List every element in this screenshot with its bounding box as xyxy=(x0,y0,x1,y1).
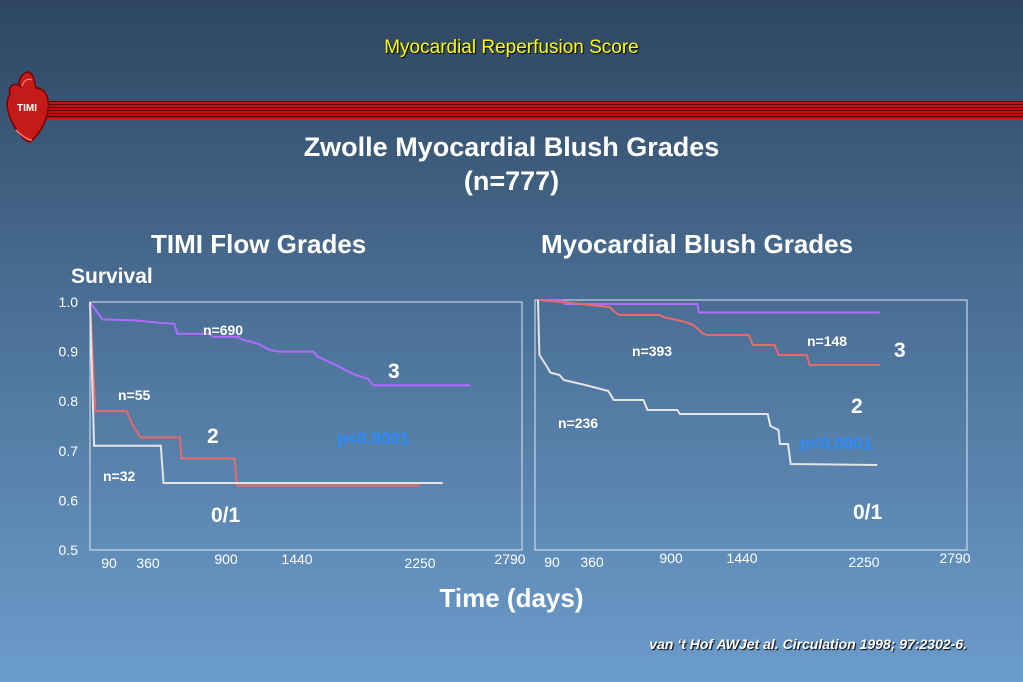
main-title-line2: (n=777) xyxy=(463,166,560,196)
x-tick-label: 2250 xyxy=(848,554,879,570)
survival-curve-1-2 xyxy=(89,301,420,487)
survival-curve-2-1 xyxy=(538,299,880,314)
series-grade-label: 0/1 xyxy=(211,504,241,527)
y-tick-label: 0.7 xyxy=(59,443,79,459)
survival-curve-1-1 xyxy=(89,301,470,387)
series-n-label: n=690 xyxy=(203,322,243,338)
x-tick-label: 90 xyxy=(101,555,117,571)
x-tick-label: 1440 xyxy=(726,550,757,566)
header-rule xyxy=(40,101,1023,119)
series-grade-label: 3 xyxy=(388,360,400,383)
x-tick-label: 360 xyxy=(136,555,160,571)
plot-frame-1 xyxy=(89,301,523,551)
y-tick-label: 0.9 xyxy=(59,344,79,360)
x-tick-label: 360 xyxy=(580,554,604,570)
timi-heart-logo-icon: TIMI xyxy=(6,71,50,143)
x-tick-label: 2250 xyxy=(404,555,435,571)
x-axis-label: Time (days) xyxy=(439,583,584,613)
survival-curve-2-3 xyxy=(537,299,878,466)
x-tick-label: 90 xyxy=(544,554,560,570)
series-grade-label: 2 xyxy=(851,395,863,418)
series-n-label: n=393 xyxy=(632,343,672,359)
series-n-label: n=148 xyxy=(807,333,847,349)
slide-header: Myocardial Reperfusion Score xyxy=(384,37,639,58)
series-grade-label: 0/1 xyxy=(853,501,883,524)
series-grade-label: 2 xyxy=(207,425,219,448)
p-value-label: p<0.0001 xyxy=(337,429,409,448)
plot-frame-2 xyxy=(534,299,968,551)
x-tick-label: 1440 xyxy=(281,551,312,567)
x-tick-label: 2790 xyxy=(494,551,525,567)
series-n-label: n=32 xyxy=(103,468,136,484)
series-grade-label: 3 xyxy=(894,339,906,362)
svg-text:TIMI: TIMI xyxy=(17,103,37,114)
main-title-line1: Zwolle Myocardial Blush Grades xyxy=(303,132,720,162)
series-n-label: n=236 xyxy=(558,415,598,431)
y-tick-label: 0.6 xyxy=(59,492,79,508)
series-n-label: n=55 xyxy=(118,387,151,403)
x-tick-label: 2790 xyxy=(939,550,970,566)
x-tick-label: 900 xyxy=(659,550,683,566)
p-value-label: p<0.0001 xyxy=(800,434,872,453)
y-axis-label: Survival xyxy=(71,265,153,288)
citation: van ‘t Hof AWJet al. Circulation 1998; 9… xyxy=(649,636,967,652)
survival-curve-1-3 xyxy=(89,301,443,484)
left-chart-title: TIMI Flow Grades xyxy=(151,229,367,259)
y-tick-label: 1.0 xyxy=(59,294,79,310)
x-tick-label: 900 xyxy=(214,551,238,567)
main-title: Zwolle Myocardial Blush Grades (n=777) xyxy=(0,130,1023,198)
y-tick-label: 0.5 xyxy=(59,542,79,558)
y-tick-label: 0.8 xyxy=(59,393,79,409)
survival-curve-2-2 xyxy=(537,299,880,366)
right-chart-title: Myocardial Blush Grades xyxy=(541,229,854,259)
